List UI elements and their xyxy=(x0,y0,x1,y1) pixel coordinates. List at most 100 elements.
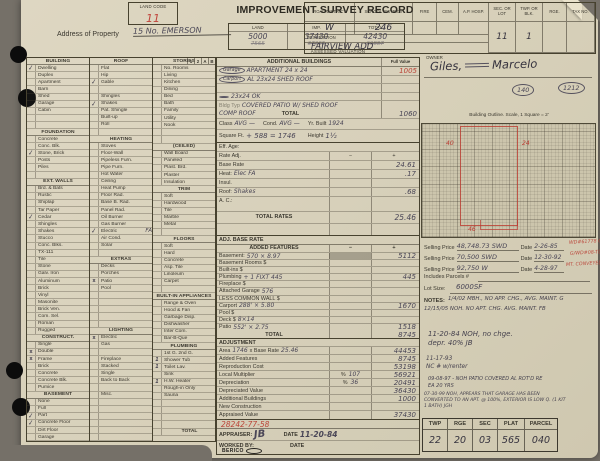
feature-plus-cell xyxy=(371,316,419,323)
total-rates-label: TOTAL RATES xyxy=(255,214,293,221)
check-mark: ✓ xyxy=(90,227,98,236)
checklist-item-label: Frame xyxy=(38,356,53,362)
check-cell xyxy=(27,121,36,128)
checklist-section-title: TRIM xyxy=(153,186,215,194)
check-cell xyxy=(27,263,36,270)
district-tall-value: 1 xyxy=(516,22,543,53)
checklist-item-label: Flat xyxy=(101,65,110,71)
checklist-item: Duplex xyxy=(27,72,89,80)
checklist-item-label: Bed xyxy=(164,94,173,100)
checklist-item: Shed xyxy=(27,93,89,101)
check-cell: x xyxy=(27,348,36,356)
checklist-item: No. Rooms xyxy=(153,65,215,73)
checklist-item: Ceiling xyxy=(90,178,152,186)
building-full-value: 1005 xyxy=(399,66,417,75)
checklist-item: Shingles xyxy=(90,93,152,101)
lot-underline xyxy=(450,293,592,294)
check-cell xyxy=(27,377,36,384)
adjustment-value-cell: 56921 xyxy=(371,371,419,379)
adjustment-value-cell: 53198 xyxy=(371,363,419,371)
checklist-item xyxy=(153,400,215,408)
added-features-title: ADDED FEATURES xyxy=(249,245,299,252)
check-mark: ✓ xyxy=(27,212,35,222)
checklist-item xyxy=(90,292,152,300)
checklist-item: Marble xyxy=(153,214,215,222)
check-cell xyxy=(27,136,36,143)
checklist-item: Single xyxy=(27,341,89,349)
checklist-item-label: Ceiling xyxy=(101,179,116,185)
check-cell xyxy=(27,285,36,292)
check-mark: 1 xyxy=(155,378,159,385)
selling-price-value: 70,500 SWD xyxy=(456,253,519,262)
check-mark: 1 xyxy=(155,364,159,371)
worked-by-label: WORKED BY: xyxy=(219,443,254,449)
selling-price-value: 48,748.73 SWD xyxy=(456,242,519,251)
parcel-value: 03 xyxy=(473,430,498,451)
checklist-item-label: Linoleum xyxy=(164,272,184,278)
checklist-item xyxy=(27,171,89,179)
checklist-item-label: Hip xyxy=(101,72,109,78)
checklist-item: Brd. & Bats xyxy=(27,185,89,193)
checklist-item: Panel Rad. xyxy=(90,207,152,215)
check-cell xyxy=(27,114,36,121)
valuation-column: IMP. 37430 37365 xyxy=(287,24,347,49)
checklist-item: Single xyxy=(90,370,152,378)
appraiser-date: 11-20-84 xyxy=(299,430,338,439)
selling-price-label: Selling Price xyxy=(424,245,455,251)
dim-right: 24 xyxy=(522,140,530,147)
checklist-item: Brick xyxy=(27,285,89,293)
additional-building-row: Carport AL 23x24 SHED ROOF xyxy=(217,75,419,85)
card-bottom-edge xyxy=(0,445,212,461)
owner-underline xyxy=(424,77,592,78)
feature-plus-cell: 445 xyxy=(371,273,419,281)
district-header: A.P. HOSP. xyxy=(459,3,489,22)
checklist-item-label: Garage xyxy=(38,434,55,440)
check-cell xyxy=(27,72,36,79)
check-cell xyxy=(90,192,99,199)
checklist-item: Nook xyxy=(153,122,215,130)
feature-plus-cell: 1670 xyxy=(371,302,419,310)
check-cell xyxy=(27,370,36,377)
checklist-item: Hard xyxy=(153,250,215,258)
checklist-item: Hot Water xyxy=(90,171,152,179)
parcel-header: SEC xyxy=(473,419,498,430)
date-label: DATE xyxy=(283,431,298,438)
checklist-item-label: Cabin xyxy=(38,108,51,114)
rate-label: A. C.: xyxy=(219,198,233,205)
checklist-item-label: Asp. Tile xyxy=(164,265,183,271)
check-cell xyxy=(153,214,162,221)
appraiser-section: 28242-77-58 APPRAISER: JB DATE 11-20-84 … xyxy=(217,420,419,451)
check-cell xyxy=(153,250,162,257)
checklist-item xyxy=(153,407,215,415)
rate-label: Roof: xyxy=(219,188,232,195)
parcel-value: 22 xyxy=(423,430,448,451)
checklist-item-label: Part xyxy=(38,413,47,419)
checklist-item xyxy=(90,405,152,413)
checklist-item-label: Sauna xyxy=(164,393,179,399)
district-value xyxy=(437,22,459,35)
check-cell: ✓ xyxy=(27,411,36,420)
feature-note: 8×14 xyxy=(237,316,255,324)
feature-note: 552' × 2.75 xyxy=(233,323,269,331)
checklist-item: 1 H.W. Heater xyxy=(153,378,215,386)
owner-name: Giles, Marcelo xyxy=(430,57,538,74)
checklist-section-title: LIGHTING xyxy=(90,328,152,335)
adjustment-pct-cell xyxy=(329,387,371,394)
check-cell xyxy=(27,207,36,214)
adjustment-pct-cell xyxy=(329,347,371,354)
checklist-item: ✓ Gable xyxy=(90,78,152,87)
feature-note: 576 xyxy=(261,287,274,295)
parcel-header: TWP xyxy=(423,419,448,430)
check-cell xyxy=(27,86,36,93)
check-cell xyxy=(90,178,99,185)
valuation-value: 42430 xyxy=(363,32,388,41)
check-cell xyxy=(153,72,162,79)
district-tall-value xyxy=(543,22,567,53)
check-cell xyxy=(153,335,162,342)
added-feature-row: LESS COMMON WALL $ xyxy=(217,295,419,303)
check-cell xyxy=(90,214,99,221)
checklist-item xyxy=(90,419,152,427)
feature-label: Patio xyxy=(219,324,232,331)
checklist-item: Masonite xyxy=(27,299,89,307)
rate-minus-cell xyxy=(329,169,371,178)
